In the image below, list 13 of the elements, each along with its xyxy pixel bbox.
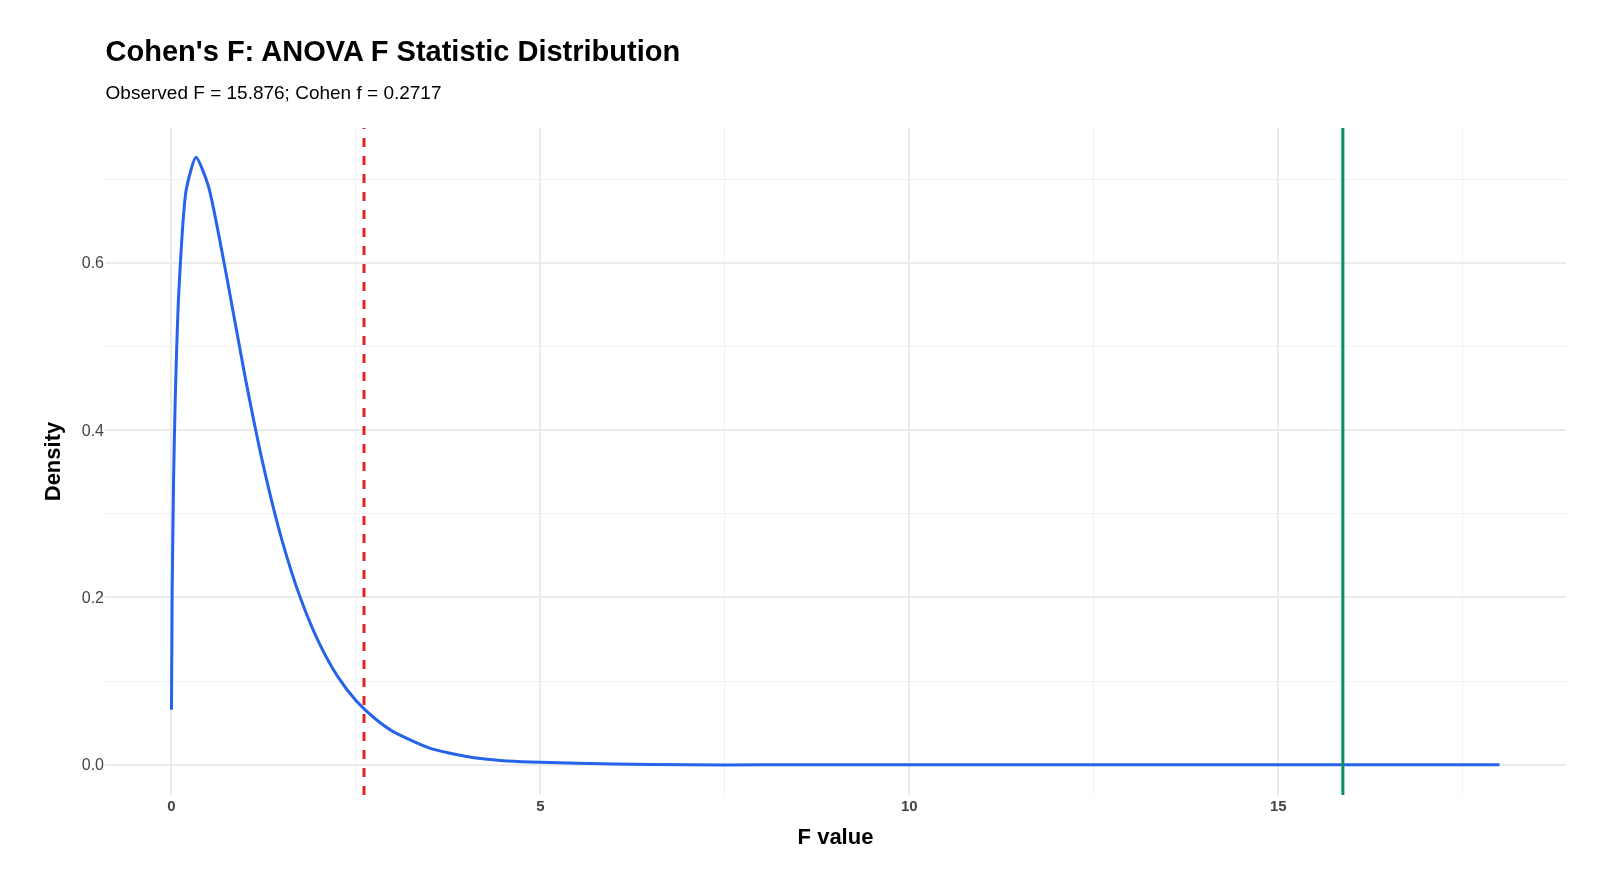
y-axis-title: Density xyxy=(39,421,65,502)
x-axis-title: F value xyxy=(797,823,874,849)
line-series xyxy=(169,155,1502,767)
y-tick-label: 0.6 xyxy=(81,254,105,272)
y-tick-label: 0.0 xyxy=(81,756,105,774)
x-tick-label: 10 xyxy=(900,797,918,814)
x-tick-label: 15 xyxy=(1269,797,1287,814)
chart-subtitle: Observed F = 15.876; Cohen f = 0.2717 xyxy=(105,81,442,103)
y-tick-label: 0.2 xyxy=(81,589,105,607)
x-tick-label: 5 xyxy=(536,797,545,814)
x-tick-label: 0 xyxy=(167,797,176,814)
chart-title: Cohen's F: ANOVA F Statistic Distribution xyxy=(105,35,681,68)
y-tick-label: 0.4 xyxy=(81,421,105,439)
